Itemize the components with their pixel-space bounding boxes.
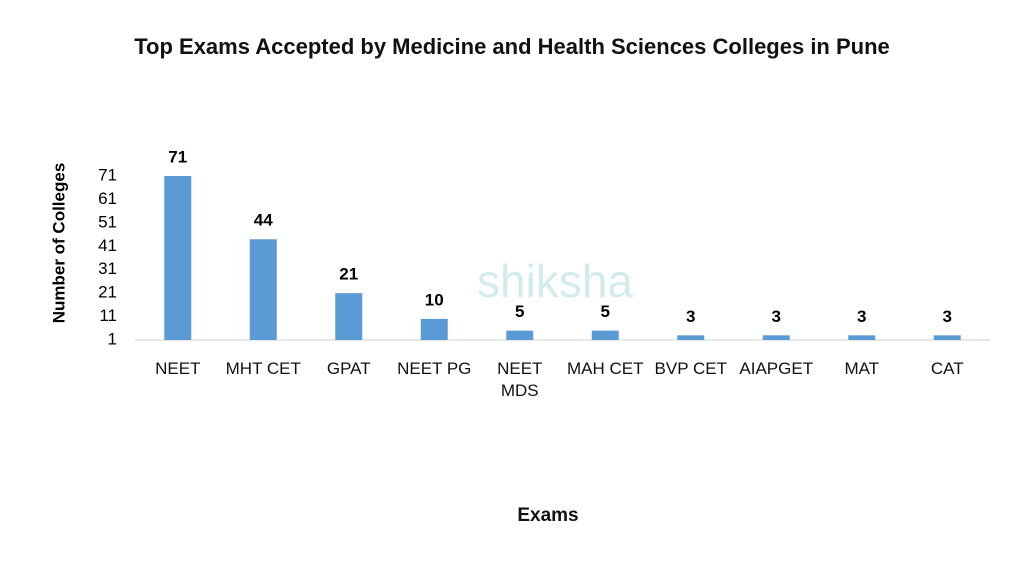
y-axis-title: Number of Colleges bbox=[49, 163, 68, 324]
data-label: 71 bbox=[168, 147, 187, 166]
y-tick-label: 41 bbox=[98, 236, 117, 255]
data-label: 5 bbox=[515, 302, 524, 321]
bar bbox=[164, 176, 192, 340]
bar bbox=[762, 335, 790, 340]
watermark: shiksha bbox=[477, 255, 633, 307]
data-label: 21 bbox=[339, 265, 358, 284]
data-label: 5 bbox=[601, 302, 610, 321]
data-label: 10 bbox=[425, 290, 444, 309]
data-label: 44 bbox=[254, 211, 273, 230]
y-tick-label: 51 bbox=[98, 212, 117, 231]
bar bbox=[249, 239, 277, 340]
data-label: 3 bbox=[686, 307, 695, 326]
bar bbox=[420, 318, 448, 340]
x-tick-label: BVP CET bbox=[654, 359, 727, 378]
x-tick-label: MAT bbox=[844, 359, 880, 378]
bar bbox=[506, 330, 534, 340]
bar bbox=[335, 293, 363, 340]
y-tick-label: 1 bbox=[108, 329, 117, 348]
y-tick-label: 71 bbox=[98, 165, 117, 184]
bar bbox=[933, 335, 961, 340]
x-tick-label: GPAT bbox=[326, 359, 371, 378]
chart-title: Top Exams Accepted by Medicine and Healt… bbox=[134, 34, 890, 59]
x-tick-label: AIAPGET bbox=[739, 359, 814, 378]
x-tick-label: CAT bbox=[930, 359, 964, 378]
data-label: 3 bbox=[772, 307, 781, 326]
bar bbox=[591, 330, 619, 340]
x-axis-title: Exams bbox=[517, 505, 579, 526]
x-tick-label: MAH CET bbox=[567, 359, 644, 378]
x-tick-label: MHT CET bbox=[225, 359, 301, 378]
data-label: 3 bbox=[943, 307, 952, 326]
bar bbox=[848, 335, 876, 340]
x-tick-label: NEET PG bbox=[397, 359, 472, 378]
x-tick-label: NEET bbox=[155, 359, 201, 378]
bar bbox=[677, 335, 705, 340]
y-tick-label: 11 bbox=[99, 306, 117, 325]
data-label: 3 bbox=[857, 307, 866, 326]
y-tick-label: 61 bbox=[98, 189, 117, 208]
y-tick-label: 21 bbox=[98, 283, 117, 302]
x-tick-label: NEET MDS bbox=[497, 359, 543, 400]
y-tick-label: 31 bbox=[98, 259, 117, 278]
